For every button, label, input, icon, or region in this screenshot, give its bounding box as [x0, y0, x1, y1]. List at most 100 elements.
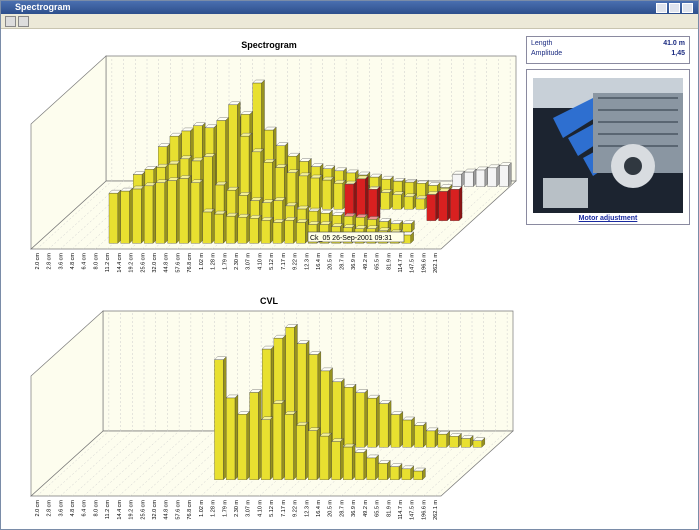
bar-top [296, 422, 309, 426]
grid-line [411, 180, 487, 250]
bar [228, 101, 241, 210]
x-tick-label: 8.0 cm [93, 500, 99, 517]
grid-line [83, 430, 156, 497]
bar-top [120, 187, 133, 192]
bar-front [226, 397, 236, 480]
x-tick-label: 5.12 m [269, 500, 275, 517]
bar-side-shade [496, 164, 500, 187]
bar-front [450, 189, 460, 221]
bar-top [285, 324, 298, 328]
bar-side-shade [461, 171, 465, 187]
bar-front [284, 220, 294, 244]
bar-side-shade [411, 220, 415, 232]
tooltip-text: Ck_05 26-Sep-2001 09:31 [310, 235, 392, 242]
bar-side-shade [331, 177, 334, 210]
bar [263, 158, 276, 210]
bar-top [214, 181, 228, 186]
print-button[interactable] [18, 16, 29, 27]
bar-front [155, 182, 165, 244]
info-value: 1,45 [671, 50, 685, 57]
grid-line [36, 430, 110, 497]
bar [249, 214, 262, 244]
chart-title: Spectrogram [241, 40, 297, 50]
bar-top [264, 126, 277, 131]
bar-front [261, 419, 271, 480]
bar-side-shade [176, 177, 180, 244]
minimize-button[interactable] [656, 3, 667, 13]
bar-top [428, 182, 441, 186]
bar [413, 467, 426, 481]
bar [332, 378, 345, 448]
bar-side-shade [293, 217, 297, 244]
bar [333, 179, 347, 210]
x-tick-label: 1.02 m [199, 500, 205, 517]
bar [120, 187, 133, 244]
bar-side-shade [188, 175, 192, 244]
bar [296, 421, 309, 481]
bar-top [463, 168, 477, 173]
tooltip-box [307, 231, 405, 243]
bar-top [310, 174, 323, 179]
bar-side-shade [352, 384, 356, 448]
x-tick-label: 1.28 m [211, 253, 217, 270]
bar-top [438, 188, 451, 192]
x-tick-label: 14.4 cm [117, 253, 123, 273]
bar-top [284, 411, 297, 415]
bar-side-shade [410, 231, 414, 244]
bar-top [320, 210, 333, 214]
bar [414, 422, 427, 448]
restore-button[interactable] [669, 3, 680, 13]
grid-line [423, 180, 499, 250]
bar-top [320, 367, 333, 372]
bar-side-shade [377, 186, 381, 221]
bar [272, 400, 286, 481]
bar [487, 164, 500, 188]
bar-front [355, 392, 365, 448]
tool-button[interactable] [5, 16, 16, 27]
x-tick-label: 147.5 m [410, 500, 416, 520]
bar [284, 216, 297, 244]
bar-front [390, 466, 400, 480]
x-tick-label: 7.17 m [281, 500, 287, 517]
bar-top [355, 214, 368, 218]
bar-side-shade [365, 175, 369, 221]
x-tick-label: 14.4 cm [117, 500, 123, 520]
close-button[interactable] [682, 3, 693, 13]
bar-top [452, 170, 465, 175]
photo-caption[interactable]: Motor adjustment [578, 215, 638, 222]
x-tick-label: 28.7 m [339, 500, 345, 517]
bar-top [439, 184, 453, 188]
bar [389, 463, 403, 481]
bar-side-shade [413, 179, 417, 198]
bar [367, 394, 380, 448]
bar-side-shade [387, 460, 391, 480]
bar-front [437, 434, 447, 448]
bar-side-shade [484, 166, 488, 187]
bar [367, 185, 381, 222]
bar-top [203, 153, 216, 157]
bar-top [251, 148, 265, 152]
grid-line [153, 430, 227, 497]
bar-side-shade [458, 433, 462, 448]
grid-line [36, 180, 113, 250]
bar-side-shade [364, 389, 368, 448]
bar-top [390, 220, 404, 224]
bar-front [344, 387, 354, 448]
bar-top [238, 192, 251, 196]
bar-front [378, 463, 388, 480]
bar [155, 179, 169, 244]
bar [202, 208, 215, 244]
bar [237, 410, 251, 481]
x-tick-label: 44.8 cm [164, 253, 170, 273]
bar-top [334, 167, 347, 171]
bar-top [190, 179, 204, 183]
bar-side-shade [470, 435, 474, 448]
toolbar [1, 14, 698, 29]
bar-top [425, 427, 439, 432]
bar-top [460, 435, 474, 439]
x-tick-label: 65.5 m [375, 253, 381, 270]
bar-side-shade [260, 148, 264, 210]
bar-top [331, 212, 345, 216]
bar-top [378, 218, 392, 222]
bar [331, 438, 344, 481]
